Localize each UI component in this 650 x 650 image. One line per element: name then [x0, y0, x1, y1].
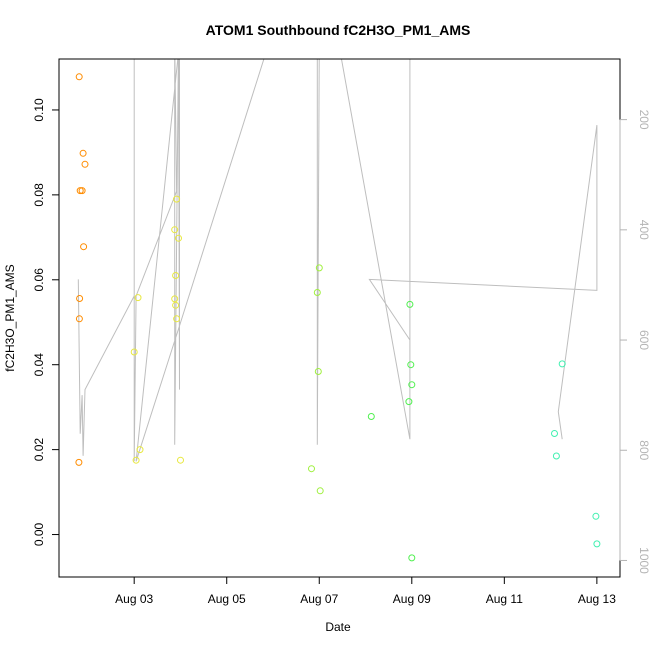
x-tick-label: Aug 09	[393, 592, 431, 606]
x-tick-label: Aug 03	[115, 592, 153, 606]
secondary-series-line	[77, 59, 598, 462]
data-point	[171, 295, 179, 303]
plot-area: Aug 03 Aug 05 Aug 07 Aug 09 Aug 11 Aug 13 0.00…	[32, 58, 650, 606]
data-point	[558, 360, 566, 368]
data-point	[132, 456, 140, 464]
data-point	[405, 398, 413, 406]
data-point	[172, 272, 180, 279]
x-tick-label: Aug 13	[578, 592, 616, 606]
data-point	[313, 289, 321, 296]
y-tick-label: 0.10	[32, 98, 46, 122]
data-point	[76, 295, 84, 302]
data-point	[78, 187, 86, 195]
x-tick-label: Aug 11	[486, 592, 523, 606]
data-point	[552, 452, 560, 460]
data-point	[76, 187, 84, 195]
data-point	[134, 294, 142, 302]
data-point	[80, 243, 88, 251]
data-point	[75, 73, 83, 81]
data-point	[592, 512, 600, 520]
data-point	[315, 264, 323, 272]
data-point	[406, 300, 414, 308]
data-point	[79, 149, 87, 157]
y-tick-label: 0.08	[32, 183, 46, 207]
y-tick-label: 0.04	[32, 353, 46, 377]
chart-title: ATOM1 Southbound fC2H3O_PM1_AMS	[206, 22, 471, 38]
data-point	[171, 226, 179, 234]
data-point	[172, 301, 180, 309]
data-point	[175, 234, 182, 242]
secondary-y-tick-label: 600	[637, 330, 650, 350]
secondary-y-tick-label: 400	[637, 220, 650, 240]
y-tick-label: 0.06	[32, 268, 46, 292]
data-point	[408, 554, 416, 562]
data-point	[367, 413, 375, 420]
data-point	[408, 381, 416, 389]
data-point	[75, 315, 83, 323]
data-point	[81, 160, 89, 168]
y-tick-label: 0.02	[32, 438, 46, 462]
data-point	[551, 430, 558, 437]
x-tick-label: Aug 07	[300, 592, 338, 606]
x-tick-label: Aug 05	[208, 592, 246, 606]
data-point	[173, 315, 181, 323]
data-point	[177, 456, 184, 464]
data-point	[314, 368, 322, 375]
secondary-y-tick-label: 200	[637, 110, 650, 130]
data-point	[407, 361, 415, 369]
y-axis-label: fC2H3O_PM1_AMS	[3, 264, 17, 371]
data-point	[316, 487, 324, 495]
data-point	[308, 465, 315, 473]
data-point	[75, 458, 83, 466]
data-point	[136, 446, 144, 454]
y-tick-label: 0.00	[32, 522, 46, 546]
data-point	[593, 540, 601, 548]
data-point	[130, 348, 138, 356]
secondary-y-tick-label: 800	[637, 440, 650, 460]
data-point	[173, 195, 181, 203]
secondary-y-tick-label: 1000	[637, 547, 650, 574]
x-axis-label: Date	[325, 620, 351, 634]
